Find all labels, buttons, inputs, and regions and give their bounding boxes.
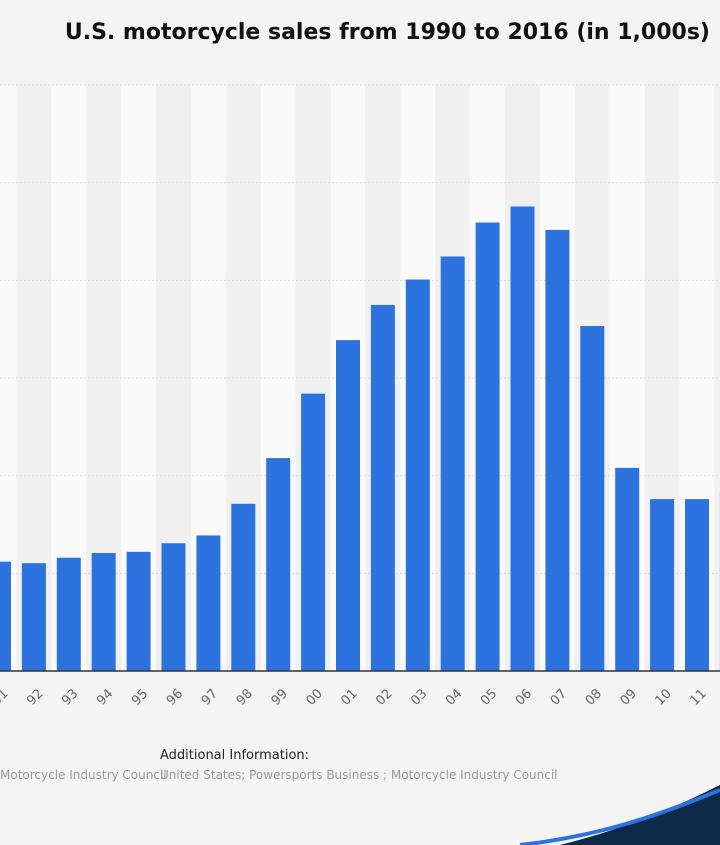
bar-00 — [301, 393, 326, 671]
bar-96 — [161, 543, 186, 671]
bar-08 — [580, 326, 605, 671]
bar-02 — [370, 304, 395, 671]
bar-09 — [615, 467, 640, 671]
additional-info-heading: Additional Information: — [160, 748, 310, 763]
source-text-left: Motorcycle Industry Council — [0, 768, 167, 782]
bar-97 — [196, 535, 221, 671]
bars — [0, 206, 720, 672]
x-tick-label-91: 91 — [0, 686, 12, 708]
bar-91 — [0, 561, 11, 671]
bar-01 — [336, 340, 360, 671]
bar-94 — [91, 553, 116, 671]
bar-10 — [650, 499, 675, 671]
bar-04 — [440, 256, 465, 671]
bar-93 — [56, 557, 81, 671]
bar-05 — [475, 222, 500, 672]
chart-title: U.S. motorcycle sales from 1990 to 2016 … — [64, 20, 710, 45]
bar-98 — [231, 503, 256, 671]
source-text-right: United States; Powersports Business ; Mo… — [160, 768, 558, 782]
bar-06 — [510, 206, 535, 672]
bar-99 — [266, 458, 291, 671]
bar-11 — [685, 499, 709, 671]
bar-95 — [126, 551, 151, 671]
bar-07 — [545, 229, 570, 672]
bar-03 — [405, 279, 430, 671]
bar-92 — [21, 563, 46, 671]
